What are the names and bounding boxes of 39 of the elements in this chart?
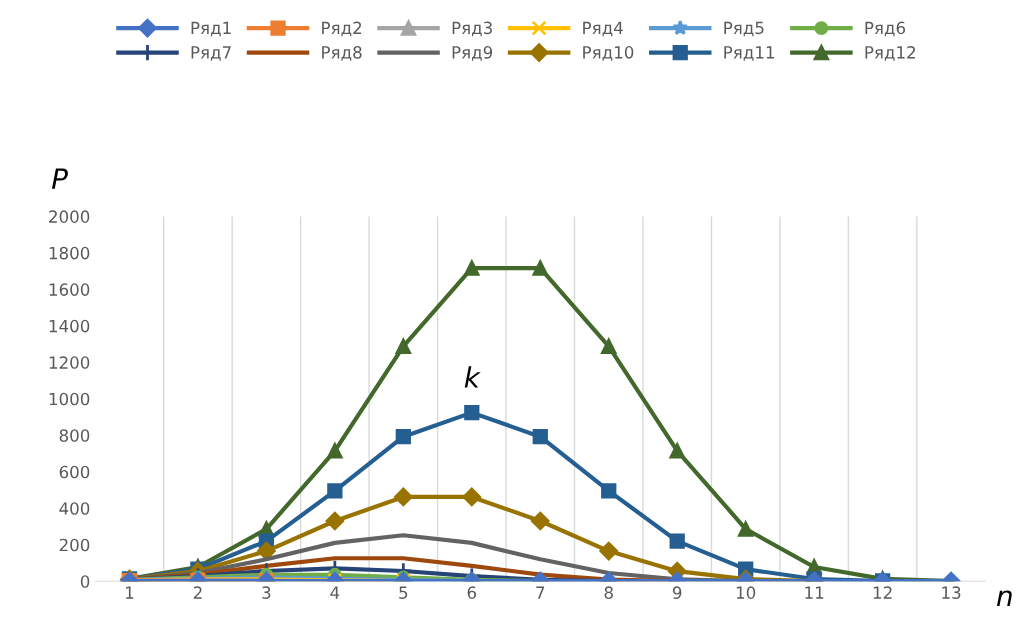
legend-label: Ряд2 bbox=[322, 21, 362, 37]
y-axis-title: P bbox=[51, 168, 68, 189]
y-tick-label: 800 bbox=[59, 429, 90, 442]
x-tick-label: 12 bbox=[873, 586, 892, 599]
y-tick-label: 600 bbox=[59, 465, 90, 479]
y-tick-label: 400 bbox=[59, 502, 90, 515]
x-axis-title: n bbox=[996, 590, 1012, 606]
x-tick-label: 9 bbox=[672, 586, 682, 599]
legend-label: Ряд11 bbox=[724, 46, 774, 61]
legend-label: Ряд12 bbox=[865, 46, 916, 61]
x-tick-label: 8 bbox=[604, 586, 613, 599]
y-tick-label: 1400 bbox=[49, 319, 90, 333]
annotation: k bbox=[464, 366, 481, 388]
x-tick-label: 13 bbox=[942, 586, 961, 599]
legend-label: Ряд8 bbox=[322, 46, 362, 61]
y-tick-label: 2000 bbox=[49, 210, 90, 223]
y-tick-label: 1800 bbox=[49, 246, 90, 260]
x-tick-label: 6 bbox=[467, 586, 477, 599]
x-tick-label: 11 bbox=[805, 586, 824, 599]
y-tick-label: 1000 bbox=[49, 392, 90, 406]
y-tick-label: 1200 bbox=[49, 356, 90, 369]
legend-label: Ряд3 bbox=[452, 21, 492, 37]
legend-label: Ряд7 bbox=[191, 46, 231, 61]
y-tick-label: 200 bbox=[59, 538, 90, 552]
legend-label: Ряд4 bbox=[583, 21, 623, 37]
legend-label: Ряд6 bbox=[865, 21, 906, 37]
legend-label: Ряд5 bbox=[724, 21, 764, 37]
x-tick-label: 5 bbox=[399, 586, 408, 599]
x-tick-label: 2 bbox=[193, 586, 202, 599]
x-tick-label: 4 bbox=[330, 586, 340, 599]
legend-label: Ряд10 bbox=[583, 46, 634, 61]
y-tick-label: 0 bbox=[80, 575, 90, 588]
x-tick-label: 3 bbox=[262, 586, 271, 599]
x-tick-label: 10 bbox=[736, 586, 756, 599]
legend-label: Ряд1 bbox=[191, 21, 231, 37]
legend-label: Ряд9 bbox=[452, 46, 493, 61]
y-tick-label: 1600 bbox=[49, 283, 90, 296]
x-tick-label: 1 bbox=[125, 586, 134, 599]
x-tick-label: 7 bbox=[536, 586, 545, 599]
